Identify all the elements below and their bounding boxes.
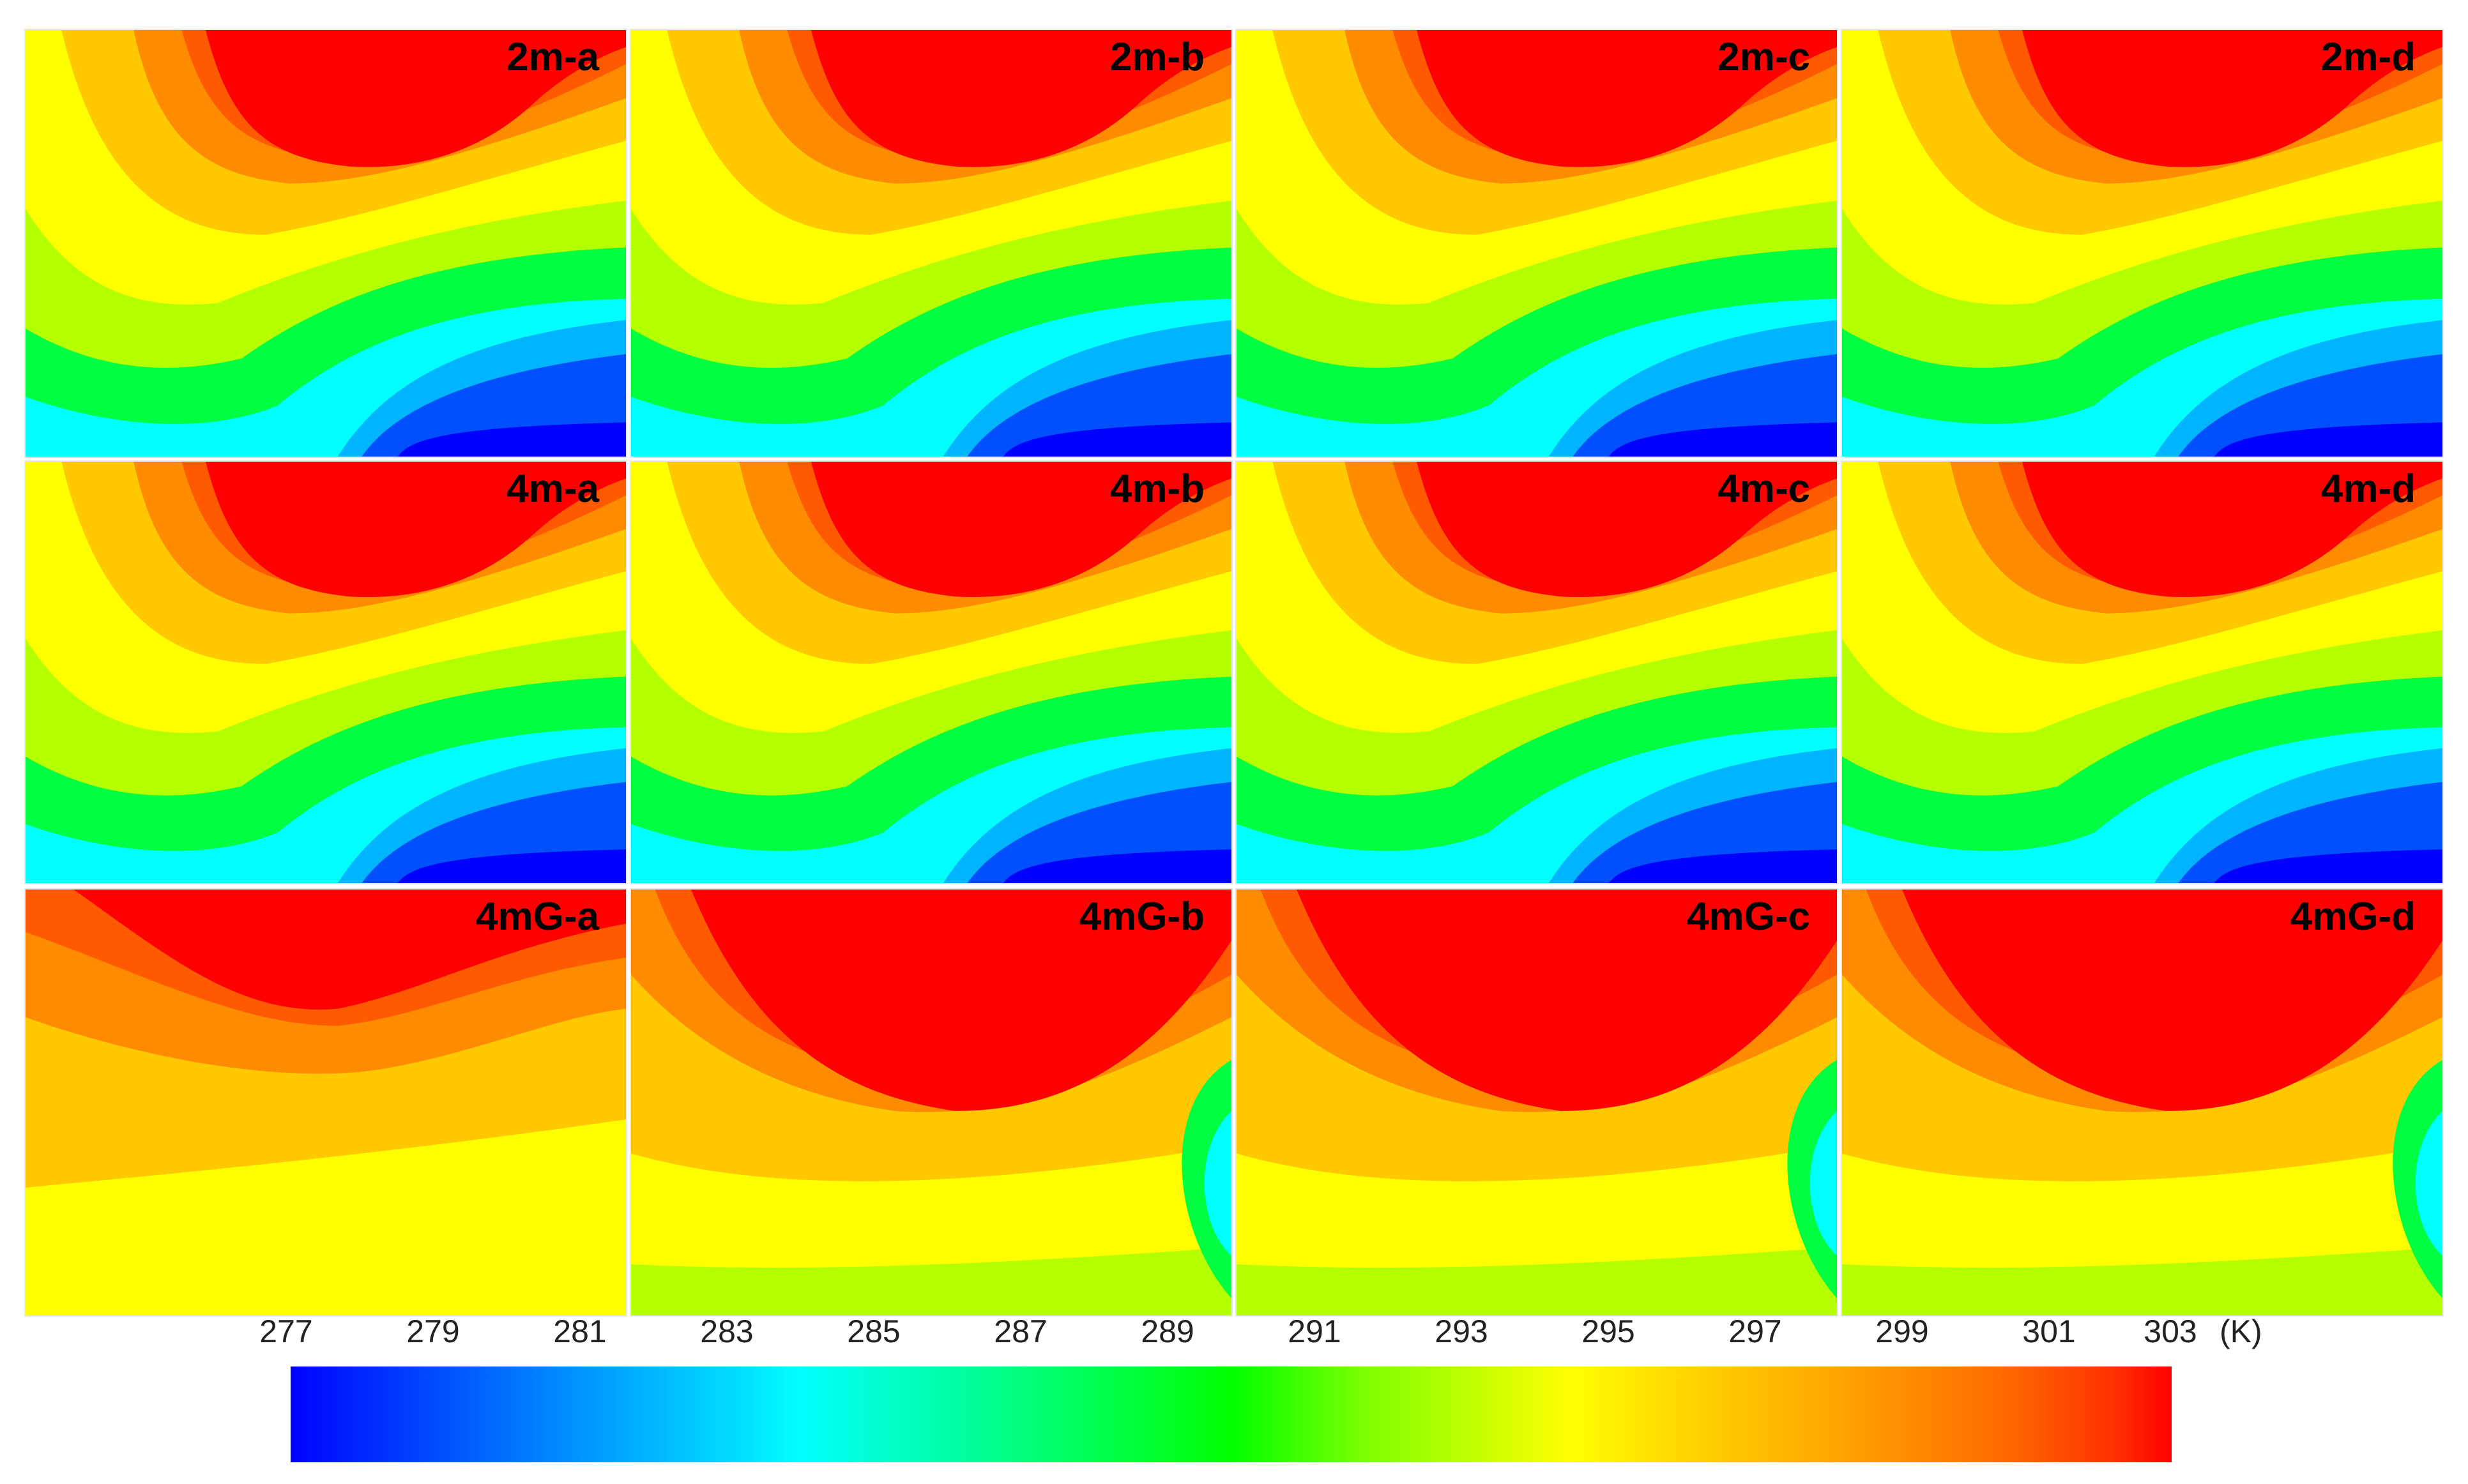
temperature-contour-4mG-a bbox=[26, 890, 626, 1315]
colorbar-tick-281: 281 bbox=[553, 1314, 607, 1349]
contour-panel-4m-d: 4m-d bbox=[1841, 460, 2444, 884]
colorbar-tick-301: 301 bbox=[2022, 1314, 2076, 1349]
contour-band-7 bbox=[26, 30, 626, 167]
contour-band-10 bbox=[2214, 422, 2442, 457]
contour-panel-2m-d: 2m-d bbox=[1841, 29, 2444, 458]
colorbar-tick-291: 291 bbox=[1288, 1314, 1341, 1349]
contour-band-7 bbox=[1237, 30, 1837, 167]
contour-panel-4mG-a: 4mG-a bbox=[24, 888, 627, 1317]
temperature-contour-2m-b bbox=[631, 30, 1231, 457]
contour-band-5 bbox=[1842, 890, 2442, 1111]
contour-band-7 bbox=[631, 462, 1231, 598]
contour-band-7 bbox=[26, 462, 626, 598]
contour-band-5 bbox=[631, 890, 1231, 1111]
contour-panel-2m-b: 2m-b bbox=[630, 29, 1233, 458]
contour-panel-4mG-d: 4mG-d bbox=[1841, 888, 2444, 1317]
contour-band-7 bbox=[2415, 1110, 2442, 1256]
colorbar-tick-293: 293 bbox=[1435, 1314, 1488, 1349]
contour-band-7 bbox=[1842, 30, 2442, 167]
temperature-contour-4m-a bbox=[26, 462, 626, 883]
contour-band-7 bbox=[631, 30, 1231, 167]
temperature-contour-2m-d bbox=[1842, 30, 2442, 457]
contour-band-7 bbox=[1237, 462, 1837, 598]
contour-band-4 bbox=[26, 890, 626, 1010]
contour-band-10 bbox=[397, 422, 626, 457]
contour-band-10 bbox=[1608, 422, 1837, 457]
contour-panel-4m-a: 4m-a bbox=[24, 460, 627, 884]
temperature-contour-4m-d bbox=[1842, 462, 2442, 883]
temperature-contour-4mG-c bbox=[1237, 890, 1837, 1315]
colorbar-tick-297: 297 bbox=[1728, 1314, 1782, 1349]
temperature-contour-2m-a bbox=[26, 30, 626, 457]
contour-panel-2m-c: 2m-c bbox=[1235, 29, 1838, 458]
contour-panel-4m-b: 4m-b bbox=[630, 460, 1233, 884]
contour-band-5 bbox=[1237, 890, 1837, 1111]
colorbar-tick-289: 289 bbox=[1141, 1314, 1194, 1349]
temperature-contour-4m-b bbox=[631, 462, 1231, 883]
contour-band-10 bbox=[2214, 849, 2442, 883]
colorbar-tick-295: 295 bbox=[1581, 1314, 1635, 1349]
contour-panel-4mG-b: 4mG-b bbox=[630, 888, 1233, 1317]
contour-band-10 bbox=[1003, 422, 1231, 457]
colorbar-tick-279: 279 bbox=[406, 1314, 460, 1349]
colorbar-tick-277: 277 bbox=[259, 1314, 313, 1349]
colorbar-tick-303: 303 bbox=[2144, 1314, 2197, 1349]
contour-panel-2m-a: 2m-a bbox=[24, 29, 627, 458]
contour-band-7 bbox=[1842, 462, 2442, 598]
contour-band-10 bbox=[1003, 849, 1231, 883]
contour-band-7 bbox=[1809, 1110, 1837, 1256]
colorbar-tick-285: 285 bbox=[847, 1314, 901, 1349]
temperature-contour-2m-c bbox=[1237, 30, 1837, 457]
colorbar-tick-283: 283 bbox=[700, 1314, 754, 1349]
contour-band-7 bbox=[1204, 1110, 1231, 1256]
colorbar-gradient bbox=[291, 1367, 2172, 1462]
contour-panel-4m-c: 4m-c bbox=[1235, 460, 1838, 884]
temperature-contour-4m-c bbox=[1237, 462, 1837, 883]
temperature-contour-4mG-d bbox=[1842, 890, 2442, 1315]
colorbar-unit-label: (K) bbox=[2220, 1314, 2262, 1349]
colorbar-tick-299: 299 bbox=[1875, 1314, 1929, 1349]
contour-panel-4mG-c: 4mG-c bbox=[1235, 888, 1838, 1317]
contour-band-10 bbox=[1608, 849, 1837, 883]
temperature-contour-4mG-b bbox=[631, 890, 1231, 1315]
contour-band-10 bbox=[397, 849, 626, 883]
colorbar-tick-287: 287 bbox=[994, 1314, 1047, 1349]
temperature-colorbar bbox=[291, 1367, 2172, 1462]
